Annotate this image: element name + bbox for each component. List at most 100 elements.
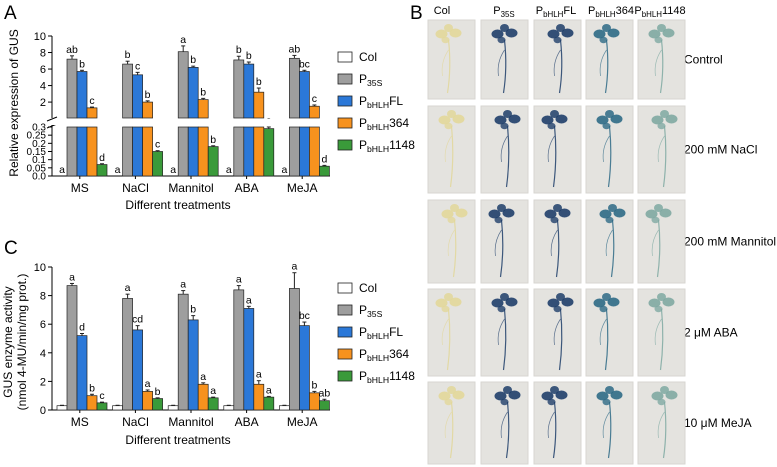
chart-c-bar [289,288,300,411]
seedling-leaf [435,298,448,308]
seedling-leaf [441,305,450,313]
seedling-photo [585,105,634,194]
chart-c-significance-letter: a [180,279,186,291]
chart-a-xtick-label: Mannitol [168,181,213,195]
chart-a-bar-lower [299,126,310,177]
chart-a-ytick-label: 10 [34,31,46,43]
seedling-leaf [438,391,451,401]
seedling-root [610,219,615,278]
legend-a-swatch [337,73,353,85]
seedling-lateral-root [497,49,505,77]
chart-a-bar [152,151,163,177]
chart-c-significance-letter: b [155,386,161,398]
chart-a-bar-upper [122,63,133,119]
chart-c-bar [223,405,235,411]
seedling-lateral-root [605,229,613,257]
legend-c-item-main: Col [359,281,377,295]
chart-a-bar-upper [197,99,209,119]
seedling-leaf [607,297,620,307]
legend-c-item-suffix: 1148 [389,369,415,383]
chart-a-significance-letter: b [236,44,242,56]
chart-c-xtick-label: NaCl [122,415,149,429]
column-header-main: P [634,5,641,17]
panel-label-b: B [410,3,423,24]
chart-a-bar-upper [299,71,310,119]
seedling-leaf [599,305,608,313]
seedling-leaf [596,391,609,401]
seedling-leaf [502,208,515,218]
seedling-leaf [438,115,451,125]
seedling-lateral-root [497,318,505,346]
column-header-suffix: 364 [616,5,634,17]
seedling-leaf [607,28,620,38]
chart-a: Different treatments Relative expression… [7,29,331,212]
seedling-leaf [602,293,611,301]
legend-c-swatch [337,326,353,338]
chart-a-significance-letter: a [226,164,232,176]
chart-a-ytick-label: 0.15 [27,147,47,158]
chart-c-bar [263,396,275,411]
seedling-leaf [610,390,623,400]
chart-a-bar-upper [177,51,189,119]
legend-c-item: PbHLH364 [359,347,409,363]
chart-a-significance-letter: a [115,164,121,176]
legend-a-swatch [337,51,353,63]
seedling-lateral-root [602,135,610,163]
chart-a-significance-letter: b [145,89,151,101]
column-header: PbHLHFL [536,5,576,19]
chart-a-significance-letter: d [321,153,327,165]
seedling-leaf [505,28,518,38]
chart-a-xtick-label: NaCl [122,181,149,195]
seedling-lateral-root [657,135,665,163]
seedling-root [604,39,609,94]
seedling-leaf [605,216,614,224]
legend-c-item-sub: 35S [367,309,383,319]
chart-c-bar [112,405,123,411]
chart-c-xlabel: Different treatments [125,433,230,447]
chart-a-bar-lower [86,126,98,177]
seedling-leaf [500,24,509,32]
chart-a-significance-letter: c [89,95,94,107]
seedling-leaf [444,24,453,32]
seedling-leaf [599,36,608,44]
chart-a-significance-letter: b [256,76,262,88]
chart-a-significance-letter: a [170,164,176,176]
seedling-leaf [488,209,501,219]
seedling-leaf [648,29,661,39]
chart-a-significance-letter: b [246,50,252,62]
legend-a-item-suffix: FL [389,94,403,108]
column-header: PbHLH364 [588,5,634,19]
chart-a-ylabel: Relative expression of GUS [7,29,21,176]
legend-c-item-main: P [359,347,367,361]
chart-a-bar-lower [76,126,88,177]
seedling-lateral-root [602,411,610,439]
seedling-leaf [547,398,556,406]
seedling-leaf [447,386,456,394]
seedling-leaf [556,293,565,301]
seedling-leaf [497,305,506,313]
seedling-leaf [553,204,562,212]
column-header: Col [434,5,451,17]
seedling-leaf [660,386,669,394]
seedling-leaf [558,208,571,218]
seedling-root [659,39,664,94]
seedling-leaf [665,390,678,400]
chart-a-significance-letter: c [155,139,160,151]
legend-c-item: PbHLH1148 [359,369,415,385]
seedling-lateral-root [441,49,449,77]
chart-c-ylabel-line2: (nmol 4-MU/min/mg prot.) [15,274,29,411]
legend-a-item: Col [359,50,377,64]
seedling-leaf [553,36,562,44]
chart-a-significance-letter: b [210,134,216,146]
seedling-lateral-root [444,135,452,163]
seedling-leaf [494,115,507,125]
row-label: 200 mM Mannitol [684,235,776,249]
chart-a-bar-lower [66,126,78,177]
chart-c-xtick-label: Mannitol [168,415,213,429]
column-header-sub: bHLH [595,10,616,19]
seedling-leaf [500,293,509,301]
chart-a-bar-lower [132,126,143,177]
seedling-leaf [662,297,675,307]
chart-a-ytick-label: 0.3 [32,123,46,134]
seedling-leaf [657,24,666,32]
